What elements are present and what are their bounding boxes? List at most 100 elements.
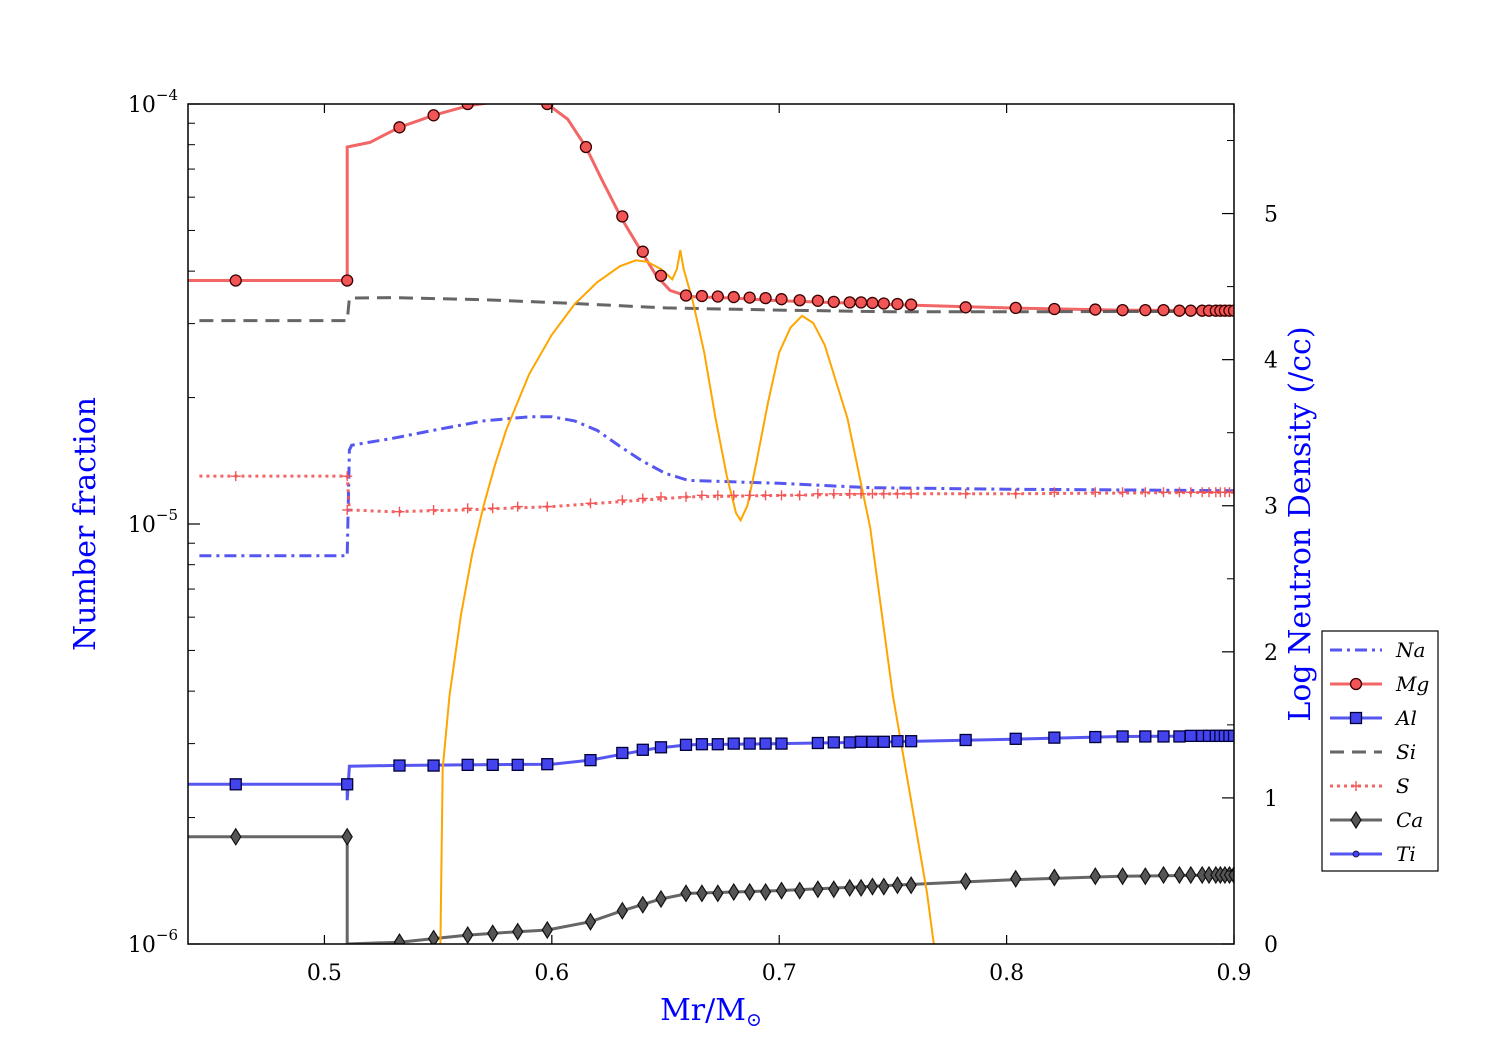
marker-mg-27 xyxy=(1009,301,1022,315)
marker-al-29 xyxy=(1048,731,1061,744)
marker-mg-4 xyxy=(461,104,474,111)
marker-mg-22 xyxy=(866,296,879,310)
marker-ca-6 xyxy=(512,922,524,941)
marker-ca-7 xyxy=(541,920,553,940)
marker-mg-10 xyxy=(679,289,693,302)
marker-s-17 xyxy=(744,490,755,501)
marker-s-4 xyxy=(428,504,439,515)
x-tick-label-0: 0.5 xyxy=(307,961,342,986)
marker-mg-20 xyxy=(843,296,856,309)
legend: Na Mg Al Si S Ca Ti xyxy=(1321,630,1439,872)
marker-ca-10 xyxy=(637,895,649,914)
marker-s-30 xyxy=(1010,488,1021,499)
marker-s-7 xyxy=(512,501,523,512)
marker-mg-26 xyxy=(959,301,972,314)
marker-ca-0 xyxy=(230,827,242,846)
marker-al-11 xyxy=(654,741,668,754)
marker-al-16 xyxy=(743,737,756,750)
marker-s-19 xyxy=(776,490,787,501)
marker-al-26 xyxy=(904,735,918,748)
marker-mg-9 xyxy=(654,269,668,282)
marker-ca-34 xyxy=(1157,865,1170,885)
marker-al-1 xyxy=(341,778,354,791)
marker-s-13 xyxy=(680,491,691,502)
series-line-al xyxy=(188,734,1234,801)
marker-al-2 xyxy=(393,759,406,772)
legend-marker-ca xyxy=(1350,810,1362,830)
marker-ca-16 xyxy=(743,882,756,902)
marker-mg-14 xyxy=(743,291,756,304)
marker-mg-29 xyxy=(1089,303,1102,316)
marker-ca-8 xyxy=(584,912,597,931)
marker-mg-18 xyxy=(811,294,825,307)
marker-s-14 xyxy=(696,490,707,501)
marker-ca-25 xyxy=(878,877,890,896)
marker-ca-5 xyxy=(486,924,499,943)
marker-s-34 xyxy=(1140,487,1151,498)
marker-s-21 xyxy=(812,488,823,499)
marker-al-18 xyxy=(775,737,788,750)
marker-al-31 xyxy=(1116,730,1129,743)
marker-mg-21 xyxy=(854,296,868,309)
marker-al-17 xyxy=(759,737,772,750)
marker-al-9 xyxy=(616,746,629,760)
marker-s-20 xyxy=(794,490,805,501)
legend-marker-ti xyxy=(1352,850,1360,858)
marker-ca-18 xyxy=(775,881,788,900)
marker-al-35 xyxy=(1184,729,1197,743)
marker-s-12 xyxy=(655,491,666,502)
marker-s-27 xyxy=(892,488,903,499)
y2-tick-label-0: 0 xyxy=(1264,933,1278,958)
marker-s-3 xyxy=(394,506,405,517)
marker-ca-20 xyxy=(812,880,824,899)
plot-frame xyxy=(187,103,1235,945)
marker-s-11 xyxy=(637,493,648,504)
marker-mg-1 xyxy=(341,274,354,287)
legend-label-ca: Ca xyxy=(1396,808,1423,832)
marker-mg-32 xyxy=(1157,303,1170,317)
marker-s-28 xyxy=(906,488,917,499)
marker-mg-25 xyxy=(904,298,918,311)
marker-al-25 xyxy=(891,735,904,748)
marker-s-29 xyxy=(960,488,971,499)
marker-ca-24 xyxy=(866,877,879,896)
marker-s-15 xyxy=(712,490,723,501)
marker-mg-13 xyxy=(727,290,740,304)
legend-label-si: Si xyxy=(1396,740,1416,764)
marker-al-14 xyxy=(711,738,724,751)
marker-ca-15 xyxy=(728,882,740,902)
marker-s-1 xyxy=(342,471,353,482)
marker-al-8 xyxy=(584,753,597,767)
marker-ca-4 xyxy=(461,925,474,944)
y-tick-label-1: 10−5 xyxy=(128,506,178,538)
marker-ca-23 xyxy=(855,878,867,898)
marker-ca-22 xyxy=(844,878,856,898)
y2-axis-title: Log Neutron Density (/cc) xyxy=(1283,326,1318,721)
marker-mg-2 xyxy=(393,121,406,134)
marker-ca-14 xyxy=(712,884,724,903)
marker-s-33 xyxy=(1117,487,1128,498)
marker-ca-31 xyxy=(1089,867,1101,886)
marker-s-44 xyxy=(1229,487,1234,498)
legend-marker-al xyxy=(1349,711,1363,725)
marker-s-23 xyxy=(844,488,855,499)
x-tick-label-4: 0.9 xyxy=(1217,961,1252,986)
marker-al-30 xyxy=(1089,730,1102,744)
marker-s-24 xyxy=(856,488,867,499)
marker-s-31 xyxy=(1049,487,1060,498)
marker-mg-41 xyxy=(1227,304,1234,317)
marker-mg-5 xyxy=(541,104,554,111)
x-tick-label-3: 0.8 xyxy=(989,961,1024,986)
marker-mg-8 xyxy=(636,245,649,258)
marker-mg-12 xyxy=(711,290,724,303)
marker-ca-21 xyxy=(828,880,840,899)
marker-s-35 xyxy=(1158,487,1169,498)
y2-tick-label-5: 5 xyxy=(1264,203,1278,228)
marker-al-23 xyxy=(866,735,879,748)
marker-s-22 xyxy=(828,488,839,499)
y-tick-label-0: 10−6 xyxy=(128,926,178,958)
marker-s-25 xyxy=(867,488,878,499)
marker-mg-34 xyxy=(1184,304,1197,317)
marker-s-8 xyxy=(542,501,553,512)
marker-s-32 xyxy=(1090,487,1101,498)
